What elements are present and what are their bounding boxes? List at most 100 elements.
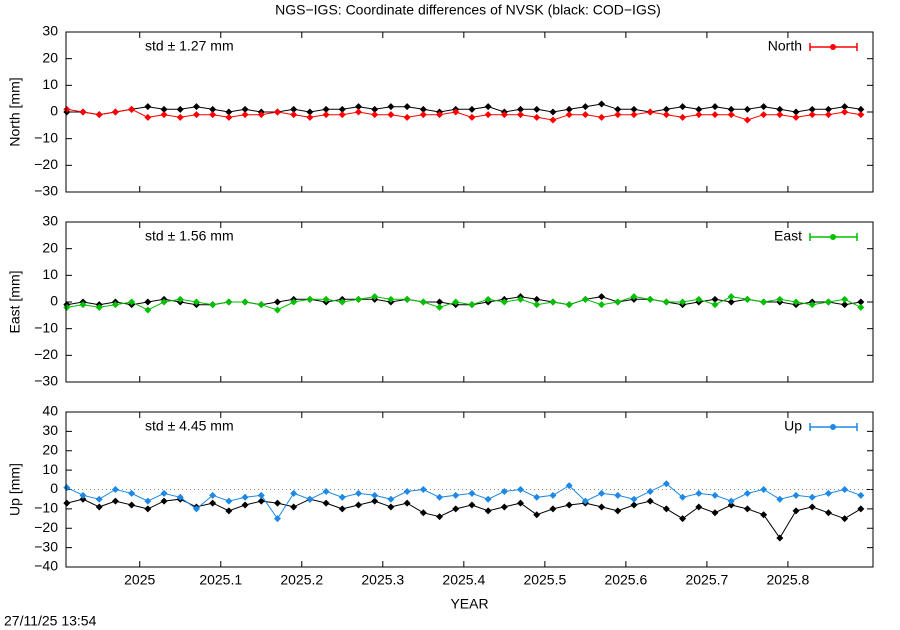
point [679, 113, 687, 121]
point [403, 487, 411, 495]
x-tick-label: 2025.3 [361, 572, 404, 588]
std-annotation: std ± 4.45 mm [145, 418, 234, 434]
point [436, 303, 444, 311]
y-tick-label: −30 [34, 538, 58, 554]
point [209, 301, 217, 309]
y-tick-label: 40 [42, 403, 58, 419]
point [160, 111, 168, 119]
point [630, 495, 638, 503]
point [338, 111, 346, 119]
point [354, 103, 362, 111]
point [565, 301, 573, 309]
x-tick-label: 2025.1 [199, 572, 242, 588]
point [128, 298, 136, 306]
point [695, 111, 703, 119]
point [792, 507, 800, 515]
point [371, 105, 379, 113]
point [727, 105, 735, 113]
point [824, 111, 832, 119]
std-annotation: std ± 1.27 mm [145, 38, 234, 54]
point [484, 507, 492, 515]
point [549, 298, 557, 306]
point [679, 103, 687, 111]
point [192, 298, 200, 306]
point [387, 111, 395, 119]
point [792, 491, 800, 499]
point [630, 105, 638, 113]
point [581, 497, 589, 505]
point [679, 298, 687, 306]
point [79, 495, 87, 503]
legend-symbol [830, 234, 836, 240]
point [95, 495, 103, 503]
point [371, 491, 379, 499]
point [727, 293, 735, 301]
point [760, 103, 768, 111]
point [614, 298, 622, 306]
point [662, 298, 670, 306]
point [160, 105, 168, 113]
point [857, 303, 865, 311]
point [857, 491, 865, 499]
point [290, 489, 298, 497]
y-tick-label: −10 [34, 319, 58, 335]
point [792, 113, 800, 121]
point [452, 505, 460, 513]
point [63, 105, 71, 113]
point [646, 108, 654, 116]
point [419, 298, 427, 306]
point [857, 111, 865, 119]
x-tick-label: 2025 [124, 572, 155, 588]
point [338, 298, 346, 306]
point [79, 301, 87, 309]
point [452, 298, 460, 306]
point [144, 497, 152, 505]
y-tick-label: 0 [50, 293, 58, 309]
point [468, 105, 476, 113]
point [322, 111, 330, 119]
series-line [66, 108, 861, 121]
point [630, 111, 638, 119]
point [598, 100, 606, 108]
point [111, 486, 119, 493]
point [598, 301, 606, 309]
point [290, 503, 298, 511]
point [160, 298, 168, 306]
point [598, 293, 606, 301]
y-tick-label: 10 [42, 76, 58, 92]
point [387, 103, 395, 111]
point [760, 111, 768, 119]
point [452, 491, 460, 499]
point [776, 495, 784, 503]
point [290, 111, 298, 119]
point [354, 489, 362, 497]
y-tick-label: 30 [42, 213, 58, 229]
point [160, 497, 168, 505]
point [338, 105, 346, 113]
point [176, 113, 184, 121]
point [225, 108, 233, 116]
point [695, 503, 703, 511]
point [808, 301, 816, 309]
y-axis-label: North [mm] [7, 77, 23, 146]
point [841, 295, 849, 303]
point [322, 499, 330, 507]
point [760, 511, 768, 519]
legend-symbol [830, 44, 836, 50]
point [614, 105, 622, 113]
point [500, 503, 508, 511]
point [436, 513, 444, 521]
point [695, 105, 703, 113]
legend-label: East [774, 228, 802, 244]
point [225, 497, 233, 505]
y-tick-label: 30 [42, 23, 58, 39]
point [144, 505, 152, 513]
point [468, 489, 476, 497]
point [565, 105, 573, 113]
point [711, 103, 719, 111]
point [192, 103, 200, 111]
point [95, 303, 103, 311]
point [144, 113, 152, 121]
y-tick-label: −40 [34, 558, 58, 574]
